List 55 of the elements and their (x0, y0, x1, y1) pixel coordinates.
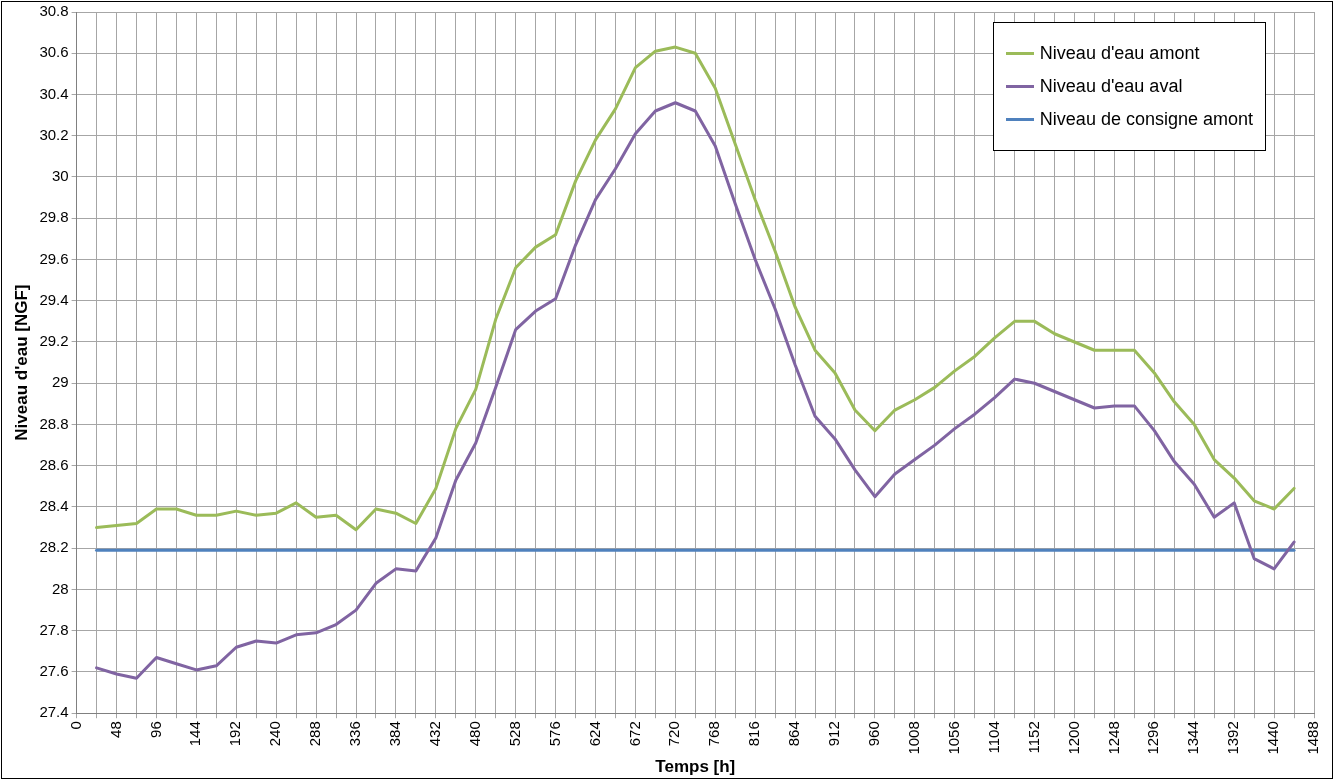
x-tick-label: 192 (226, 721, 244, 747)
x-tick-label: 1392 (1224, 721, 1242, 755)
x-tick-label: 672 (625, 721, 643, 747)
x-tick-label: 144 (186, 721, 204, 747)
x-tick-label: 960 (865, 721, 883, 747)
y-tick-label: 28.4 (39, 497, 69, 515)
x-tick-label: 1296 (1144, 721, 1162, 755)
x-tick-label: 576 (545, 721, 563, 747)
x-axis-title: Temps [h] (655, 757, 736, 777)
x-tick-label: 48 (106, 721, 124, 738)
x-tick-label: 1344 (1184, 721, 1202, 755)
x-tick-label: 240 (266, 721, 284, 747)
y-tick-label: 28.8 (39, 414, 69, 432)
y-tick-label: 30.8 (39, 2, 69, 20)
x-tick-label: 864 (785, 721, 803, 747)
x-tick-label: 432 (425, 721, 443, 747)
x-tick-label: 912 (825, 721, 843, 747)
y-tick-label: 27.8 (39, 620, 69, 638)
y-tick-label: 27.6 (39, 662, 69, 680)
x-tick-label: 1248 (1104, 721, 1122, 755)
x-tick-label: 336 (346, 721, 364, 747)
x-tick-label: 1056 (944, 721, 962, 755)
legend-label: Niveau de consigne amont (1039, 109, 1253, 130)
y-tick-label: 29.8 (39, 208, 69, 226)
y-tick-label: 30.2 (39, 125, 69, 143)
x-tick-label: 624 (585, 721, 603, 747)
x-tick-label: 528 (505, 721, 523, 747)
x-tick-label: 1200 (1064, 721, 1082, 755)
x-tick-label: 720 (665, 721, 683, 747)
x-tick-label: 288 (306, 721, 324, 747)
y-tick-label: 29.6 (39, 249, 69, 267)
y-tick-label: 28.6 (39, 455, 69, 473)
y-tick-label: 29.4 (39, 290, 69, 308)
y-tick-label: 28.2 (39, 538, 69, 556)
x-tick-label: 1488 (1304, 721, 1322, 755)
y-tick-label: 29.2 (39, 332, 69, 350)
x-tick-label: 768 (705, 721, 723, 747)
y-axis-title: Niveau d'eau [NGF] (11, 284, 31, 441)
y-tick-label: 27.4 (39, 703, 69, 721)
y-tick-label: 30.6 (39, 43, 69, 61)
legend-label: Niveau d'eau amont (1039, 43, 1200, 64)
legend-label: Niveau d'eau aval (1039, 76, 1183, 97)
y-tick-label: 30 (51, 167, 69, 185)
x-tick-label: 1152 (1024, 721, 1042, 754)
y-tick-label: 29 (51, 373, 69, 391)
x-tick-label: 1104 (984, 721, 1002, 754)
x-tick-label: 480 (465, 721, 483, 747)
x-tick-label: 384 (386, 721, 404, 747)
x-tick-label: 1008 (904, 721, 922, 755)
y-tick-label: 28 (51, 579, 69, 597)
x-tick-label: 816 (745, 721, 763, 747)
x-tick-label: 1440 (1264, 721, 1282, 755)
x-tick-label: 96 (146, 721, 164, 738)
y-tick-label: 30.4 (39, 84, 69, 102)
x-tick-label: 0 (66, 721, 84, 730)
